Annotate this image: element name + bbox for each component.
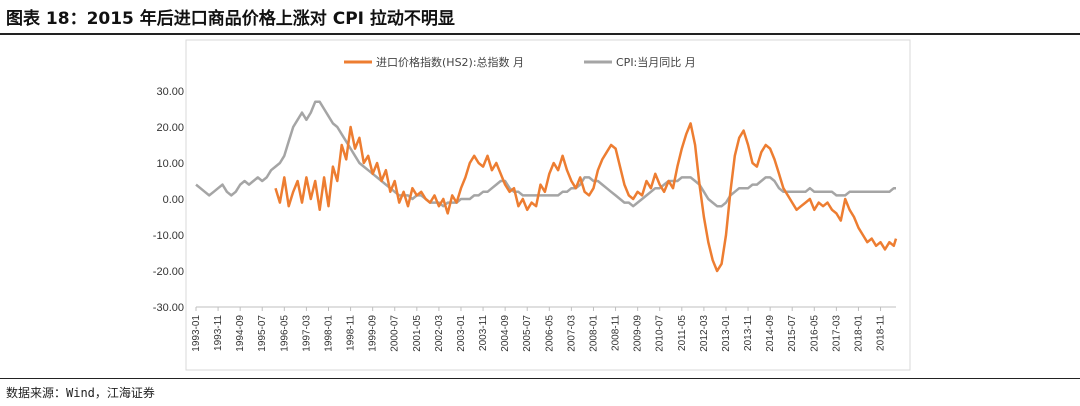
x-tick-label: 1993-11 <box>213 315 224 351</box>
x-tick-label: 2008-11 <box>611 315 622 351</box>
x-tick-label: 2016-05 <box>809 315 820 352</box>
x-tick-label: 2013-11 <box>743 315 754 351</box>
x-tick-label: 2002-03 <box>434 315 445 352</box>
x-tick-label: 2013-01 <box>721 315 732 352</box>
x-tick-label: 1994-09 <box>235 315 246 352</box>
y-tick-label: -30.00 <box>153 302 184 314</box>
y-tick-label: 0.00 <box>163 194 184 206</box>
x-tick-label: 2003-01 <box>456 315 467 352</box>
x-tick-label: 2015-07 <box>787 315 798 352</box>
y-tick-label: 20.00 <box>156 122 184 134</box>
plot-area <box>195 100 898 273</box>
x-tick-label: 1998-11 <box>346 315 357 351</box>
y-tick-label: -10.00 <box>153 230 184 242</box>
x-tick-label: 2009-09 <box>633 315 644 352</box>
x-tick-label: 2000-07 <box>390 315 401 352</box>
bottom-rule <box>0 378 1080 379</box>
x-tick-label: 2004-09 <box>500 315 511 352</box>
x-tick-label: 2018-11 <box>876 315 887 351</box>
x-tick-label: 2014-09 <box>765 315 776 352</box>
x-tick-label: 1999-09 <box>368 315 379 352</box>
legend-item-cpi-label: CPI:当月同比 月 <box>616 55 696 69</box>
x-tick-label: 2012-03 <box>699 315 710 352</box>
y-tick-label: 10.00 <box>156 158 184 170</box>
top-rule <box>0 33 1080 35</box>
x-tick-label: 2008-01 <box>588 315 599 352</box>
y-axis: 30.00 20.00 10.00 0.00 -10.00 -20.00 -30.00 <box>153 86 184 314</box>
x-tick-label: 1998-01 <box>323 315 334 352</box>
import-price-index-line <box>274 122 898 273</box>
x-tick-label: 1996-05 <box>279 315 290 352</box>
x-tick-label: 1997-03 <box>301 315 312 352</box>
x-tick-label: 2007-03 <box>566 315 577 352</box>
x-tick-label: 1995-07 <box>257 315 268 352</box>
legend-item-import-price-label: 进口价格指数(HS2):总指数 月 <box>376 55 524 69</box>
y-tick-label: -20.00 <box>153 266 184 278</box>
x-tick-label: 2001-05 <box>412 315 423 352</box>
x-tick-label: 2003-11 <box>478 315 489 351</box>
figure-title: 图表 18：2015 年后进口商品价格上涨对 CPI 拉动不明显 <box>6 9 455 29</box>
cpi-yoy-line <box>195 100 896 208</box>
x-tick-label: 2018-01 <box>853 315 864 352</box>
x-tick-label: 1993-01 <box>191 315 202 352</box>
x-tick-label: 2005-07 <box>522 315 533 352</box>
x-axis: 1993-01 1993-11 1994-09 1995-07 1996-05 1997-… <box>191 306 896 352</box>
chart-frame <box>185 39 911 371</box>
y-tick-label: 30.00 <box>156 86 184 98</box>
x-tick-label: 2006-05 <box>544 315 555 352</box>
x-tick-label: 2010-07 <box>655 315 666 352</box>
legend: 进口价格指数(HS2):总指数 月 CPI:当月同比 月 <box>344 55 696 69</box>
x-tick-label: 2017-03 <box>831 315 842 352</box>
x-tick-label: 2011-05 <box>677 315 688 351</box>
source-note: 数据来源：Wind，江海证券 <box>6 386 155 400</box>
